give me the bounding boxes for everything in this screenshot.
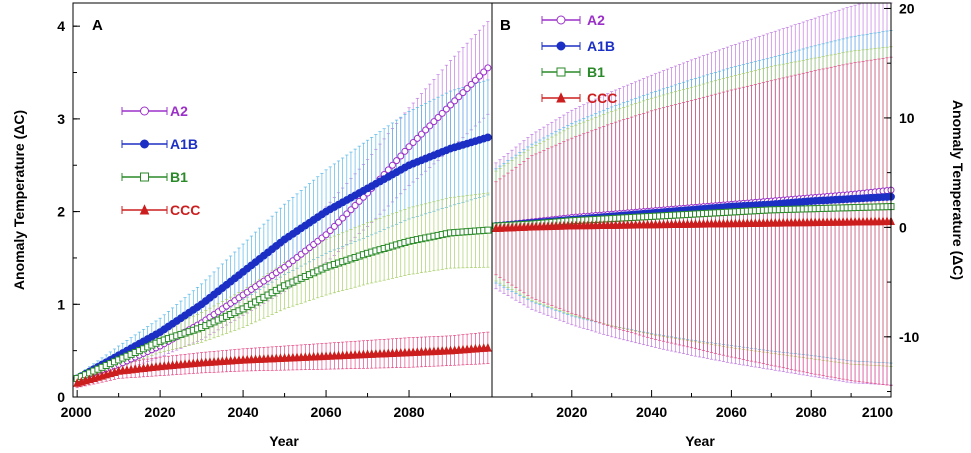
marker-a2 <box>347 206 355 214</box>
panel-b-y-axis-label: Anomaly Temperature (ΔC) <box>950 100 966 280</box>
x-tick-label: 2100 <box>862 404 893 420</box>
panel-a-letter: A <box>92 17 103 34</box>
legend-marker-ccc <box>139 204 150 215</box>
panel-b-ticks: 2020 2040 2060 2080 2100 20 10 0 -10 <box>531 0 919 420</box>
panel-a-y-axis-label: Anomaly Temperature (ΔC) <box>11 110 27 290</box>
x-tick-label: 2020 <box>145 404 176 420</box>
marker-a2 <box>422 126 430 134</box>
panel-b: 2020 2040 2060 2080 2100 20 10 0 -10 B Year Anom… <box>491 0 966 449</box>
marker-a2 <box>463 84 471 92</box>
marker-a2 <box>322 231 330 239</box>
x-tick-label: 2040 <box>636 404 667 420</box>
marker-a2 <box>438 109 446 117</box>
y-tick-label: -10 <box>899 329 919 345</box>
x-tick-label: 2060 <box>716 404 747 420</box>
marker-a2 <box>442 105 450 113</box>
marker-a2 <box>417 130 425 138</box>
legend-marker-a2 <box>140 106 149 116</box>
marker-a2 <box>355 197 363 205</box>
legend-label-a1b: A1B <box>587 38 615 54</box>
legend-marker-ccc <box>556 92 566 103</box>
y-tick-label: 2 <box>57 204 65 220</box>
marker-a2 <box>471 76 479 84</box>
marker-a2 <box>447 101 455 109</box>
marker-a2 <box>426 122 434 130</box>
legend-label-b1: B1 <box>170 169 188 185</box>
panel-a-legend: A2 A1B B1 CCC <box>121 103 200 218</box>
y-tick-label: 0 <box>57 389 65 405</box>
x-tick-label: 2000 <box>61 404 92 420</box>
panel-b-letter: B <box>500 17 511 34</box>
legend-marker-a2 <box>556 15 566 25</box>
marker-a2 <box>430 118 438 126</box>
marker-a2 <box>480 68 488 76</box>
panel-a-ticks: 2000 2020 2040 2060 2080 0 1 2 3 4 <box>57 18 452 420</box>
marker-a2 <box>397 152 405 160</box>
panel-a-error-bars <box>75 21 490 389</box>
legend-marker-a1b <box>556 41 566 51</box>
panel-b-legend: A2 A1B B1 CCC <box>541 12 617 106</box>
y-tick-label: 1 <box>57 296 65 312</box>
marker-a2 <box>459 89 467 97</box>
marker-a2 <box>335 218 343 226</box>
y-tick-label: 3 <box>57 111 65 127</box>
x-tick-label: 2020 <box>556 404 587 420</box>
marker-a2 <box>476 72 484 80</box>
marker-a2 <box>451 97 459 105</box>
y-tick-label: 20 <box>899 0 915 16</box>
panel-a-x-axis-label: Year <box>269 433 299 449</box>
marker-a2 <box>339 214 347 222</box>
marker-a2 <box>343 210 351 218</box>
marker-a2 <box>326 227 334 235</box>
marker-b1 <box>484 226 492 234</box>
marker-a2 <box>330 222 338 230</box>
y-tick-label: 0 <box>899 219 907 235</box>
marker-a2 <box>388 161 396 169</box>
x-tick-label: 2060 <box>310 404 341 420</box>
x-tick-label: 2040 <box>228 404 259 420</box>
marker-a2 <box>351 202 359 210</box>
marker-ccc <box>483 342 492 352</box>
legend-entry-a2: A2 <box>121 103 188 119</box>
x-tick-label: 2080 <box>393 404 424 420</box>
legend-label-a2: A2 <box>587 12 605 28</box>
legend-label-ccc: CCC <box>170 202 200 218</box>
panel-a-series-lines <box>76 67 489 385</box>
panel-a-frame <box>72 2 493 398</box>
legend-entry-b1: B1 <box>541 64 605 80</box>
legend-label-a2: A2 <box>170 103 188 119</box>
panel-b-markers <box>492 186 895 232</box>
marker-a2 <box>434 113 442 121</box>
y-tick-label: 4 <box>57 18 65 34</box>
marker-a2 <box>413 134 421 142</box>
marker-a2 <box>467 80 475 88</box>
legend-entry-ccc: CCC <box>541 90 617 106</box>
legend-marker-b1 <box>140 172 149 182</box>
legend-marker-b1 <box>556 67 566 77</box>
legend-label-a1b: A1B <box>170 136 198 152</box>
legend-label-ccc: CCC <box>587 90 617 106</box>
panel-a: 2000 2020 2040 2060 2080 0 1 2 3 4 A Year Anomaly… <box>11 2 493 449</box>
marker-a2 <box>393 157 401 165</box>
marker-a2 <box>409 139 417 147</box>
y-tick-label: 10 <box>899 110 915 126</box>
marker-a2 <box>484 64 492 72</box>
legend-entry-a1b: A1B <box>121 136 198 152</box>
marker-a2 <box>405 143 413 151</box>
legend-entry-b1: B1 <box>121 169 188 185</box>
marker-a2 <box>401 147 409 155</box>
marker-a1b <box>483 133 492 142</box>
legend-entry-a1b: A1B <box>541 38 615 54</box>
panel-a-markers <box>73 64 492 387</box>
legend-entry-ccc: CCC <box>121 202 200 218</box>
legend-label-b1: B1 <box>587 64 605 80</box>
legend-marker-a1b <box>140 139 149 149</box>
x-tick-label: 2080 <box>796 404 827 420</box>
marker-a2 <box>384 166 392 174</box>
marker-a2 <box>455 93 463 101</box>
legend-entry-a2: A2 <box>541 12 605 28</box>
panel-b-x-axis-label: Year <box>685 433 715 449</box>
